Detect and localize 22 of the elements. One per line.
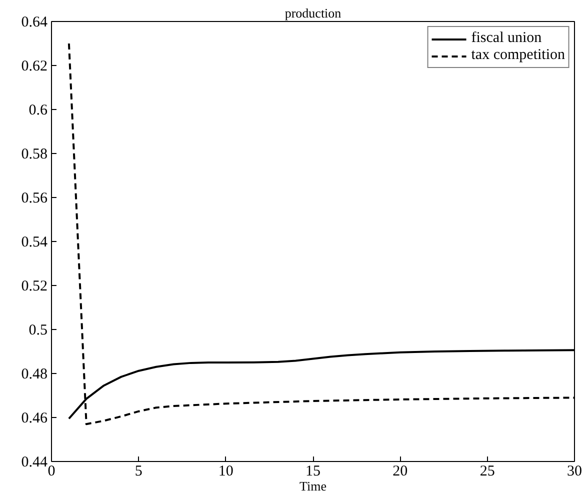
- x-tick-label: 0: [48, 464, 56, 480]
- x-tick-label: 15: [306, 464, 320, 480]
- y-tick-label: 0.46: [21, 410, 48, 426]
- y-tick-label: 0.58: [21, 146, 48, 162]
- y-tick-label: 0.6: [28, 102, 48, 118]
- y-tick-label: 0.5: [28, 322, 48, 338]
- x-tick-label: 30: [567, 464, 582, 480]
- y-tick-label: 0.56: [21, 190, 48, 206]
- y-tick-label: 0.64: [21, 14, 48, 30]
- x-axis-title: Time: [300, 478, 327, 494]
- legend-label: fiscal union: [471, 30, 542, 47]
- x-tick-label: 25: [480, 464, 495, 480]
- y-tick-label: 0.54: [21, 234, 48, 250]
- chart-title: production: [284, 6, 342, 20]
- y-tick-label: 0.48: [21, 366, 48, 382]
- x-tick-label: 10: [218, 464, 234, 480]
- y-tick-label: 0.52: [21, 278, 48, 294]
- x-tick-label: 20: [392, 464, 408, 480]
- y-tick-label: 0.44: [21, 454, 48, 470]
- legend-label: tax competition: [471, 47, 565, 64]
- y-tick-label: 0.62: [21, 58, 48, 74]
- x-tick-label: 5: [134, 464, 142, 480]
